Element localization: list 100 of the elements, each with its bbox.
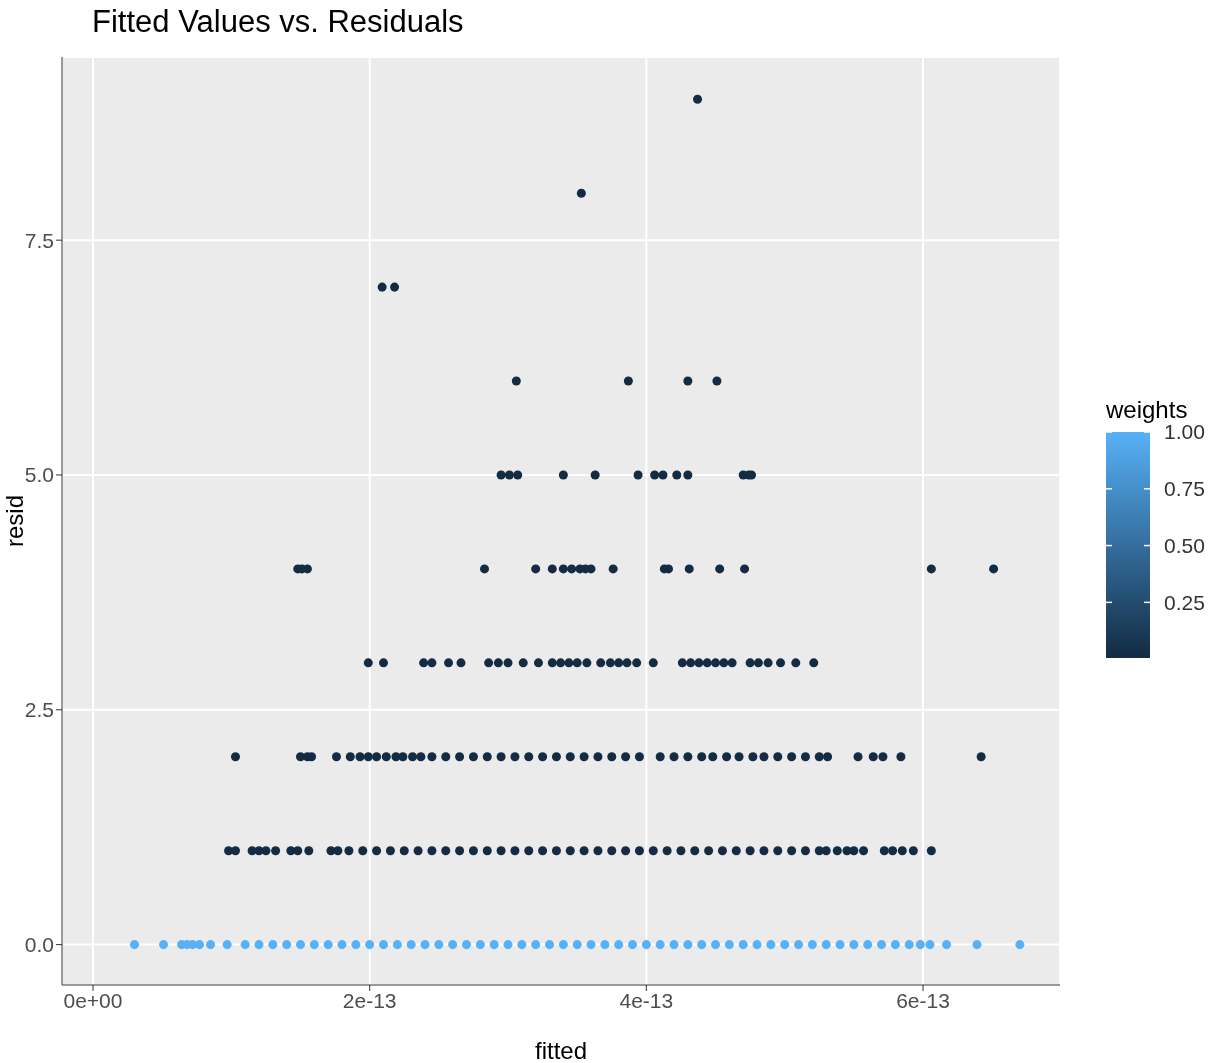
- point: [518, 658, 528, 668]
- point: [427, 846, 437, 856]
- point: [879, 846, 889, 856]
- point: [593, 752, 603, 762]
- point: [896, 752, 906, 762]
- point: [551, 846, 561, 856]
- point: [634, 752, 644, 762]
- point: [271, 846, 281, 856]
- point: [868, 752, 878, 762]
- color-bar-label: 0.50: [1164, 533, 1205, 557]
- point: [621, 752, 631, 762]
- point: [455, 752, 465, 762]
- point: [897, 846, 907, 856]
- point: [633, 470, 643, 480]
- point: [731, 846, 741, 856]
- point: [791, 658, 801, 668]
- point: [398, 752, 408, 762]
- point: [547, 564, 557, 574]
- point: [496, 470, 506, 480]
- x-axis-title: fitted: [534, 1037, 588, 1063]
- point: [658, 470, 668, 480]
- point: [704, 846, 714, 856]
- point: [859, 846, 869, 856]
- point: [832, 846, 842, 856]
- point: [711, 658, 721, 668]
- point: [608, 564, 618, 574]
- point: [427, 752, 437, 762]
- point: [390, 282, 400, 292]
- point: [702, 658, 712, 668]
- point: [605, 658, 615, 668]
- point: [484, 658, 494, 668]
- point: [576, 188, 586, 198]
- point: [634, 846, 644, 856]
- point: [455, 846, 465, 856]
- point: [662, 846, 672, 856]
- point: [572, 658, 582, 668]
- point: [800, 846, 810, 856]
- point: [344, 846, 354, 856]
- point: [773, 846, 783, 856]
- point: [363, 658, 373, 668]
- point: [672, 470, 682, 480]
- point: [419, 658, 429, 668]
- point: [621, 846, 631, 856]
- point: [888, 846, 898, 856]
- point: [717, 846, 727, 856]
- point: [378, 658, 389, 668]
- point: [511, 376, 521, 386]
- y-tick-label: 5.0: [24, 463, 54, 487]
- point: [468, 846, 478, 856]
- point: [456, 658, 466, 668]
- point: [740, 564, 750, 574]
- point: [399, 846, 409, 856]
- point: [408, 752, 418, 762]
- point: [385, 846, 395, 856]
- point: [776, 658, 786, 668]
- x-tick-label: 4e-13: [619, 988, 674, 1012]
- point: [565, 752, 575, 762]
- point: [596, 658, 606, 668]
- point: [333, 846, 343, 856]
- y-tick-label: 2.5: [24, 698, 54, 722]
- point: [293, 846, 303, 856]
- point: [479, 564, 490, 574]
- point: [683, 376, 693, 386]
- point: [759, 846, 769, 856]
- point: [564, 658, 574, 668]
- point: [908, 846, 918, 856]
- point: [694, 658, 704, 668]
- point: [513, 470, 523, 480]
- point: [823, 752, 833, 762]
- point: [590, 470, 600, 480]
- point: [748, 752, 758, 762]
- point: [821, 846, 831, 856]
- point: [510, 846, 520, 856]
- point: [531, 564, 541, 574]
- x-tick-label: 0e+00: [63, 988, 123, 1012]
- point: [441, 846, 451, 856]
- point: [230, 752, 240, 762]
- point: [493, 658, 503, 668]
- point: [496, 846, 506, 856]
- point: [623, 376, 633, 386]
- point: [331, 752, 341, 762]
- point: [345, 752, 355, 762]
- point: [468, 752, 478, 762]
- point: [427, 658, 437, 668]
- point: [683, 470, 693, 480]
- point: [503, 658, 513, 668]
- point: [712, 376, 722, 386]
- point: [579, 846, 589, 856]
- point: [708, 752, 718, 762]
- point: [800, 752, 810, 762]
- point: [745, 658, 755, 668]
- point: [551, 752, 561, 762]
- color-bar-title: weights: [1105, 396, 1188, 423]
- point: [567, 564, 577, 574]
- point: [565, 846, 575, 856]
- point: [533, 658, 543, 668]
- point: [381, 752, 391, 762]
- point: [579, 752, 589, 762]
- point: [558, 564, 568, 574]
- point: [849, 846, 859, 856]
